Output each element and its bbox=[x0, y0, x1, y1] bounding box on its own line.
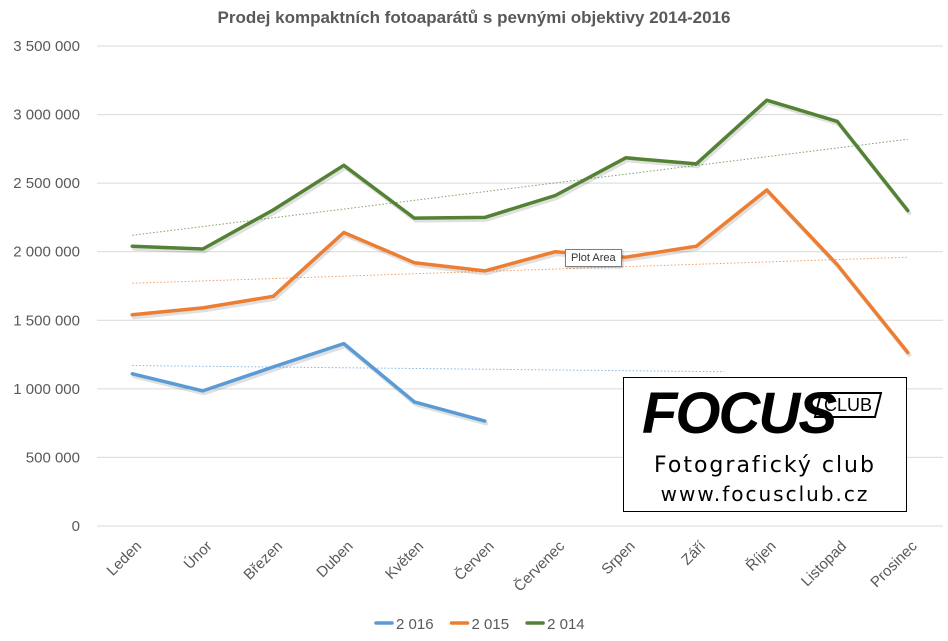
gridlines bbox=[97, 45, 943, 527]
series-group bbox=[130, 98, 912, 254]
trendline bbox=[132, 138, 908, 236]
series-group bbox=[130, 341, 489, 426]
legend-label: 2 014 bbox=[547, 616, 585, 633]
x-tick-label: Únor bbox=[181, 538, 216, 573]
x-tick-label: Březen bbox=[240, 538, 286, 584]
x-tick-label: Květen bbox=[382, 538, 427, 583]
x-tick-label: Červenec bbox=[511, 537, 569, 595]
y-tick-label: 3 500 000 bbox=[13, 38, 80, 55]
legend[interactable]: 2 016 2 015 2 014 bbox=[374, 616, 585, 633]
chart-title: Prodej kompaktních fotoaparátů s pevnými… bbox=[217, 8, 730, 27]
legend-item[interactable]: 2 015 bbox=[449, 616, 510, 633]
x-tick-label: Duben bbox=[313, 538, 356, 581]
focusclub-logo: FOCUS CLUB Fotografický club www.focuscl… bbox=[623, 377, 907, 512]
logo-brand: FOCUS bbox=[642, 381, 837, 446]
series-line-shadow bbox=[131, 344, 489, 426]
x-tick-label: Září bbox=[678, 537, 709, 568]
x-tick-label: Prosinec bbox=[867, 537, 921, 591]
y-tick-label: 0 bbox=[72, 518, 80, 535]
logo-url: www.focusclub.cz bbox=[660, 482, 870, 506]
x-tick-label: Leden bbox=[104, 538, 146, 580]
logo-tagline: Fotografický club bbox=[654, 453, 876, 478]
y-tick-label: 1 000 000 bbox=[13, 381, 80, 398]
x-tick-label: Srpen bbox=[598, 538, 638, 578]
series-group bbox=[130, 188, 912, 357]
plot-area-tooltip: Plot Area bbox=[565, 249, 622, 267]
legend-item[interactable]: 2 014 bbox=[525, 616, 585, 633]
legend-label: 2 016 bbox=[396, 616, 434, 633]
legend-item[interactable]: 2 016 bbox=[374, 616, 434, 633]
logo-badge-text: CLUB bbox=[823, 395, 872, 415]
y-tick-label: 3 000 000 bbox=[13, 107, 80, 124]
x-axis-ticks: Leden Únor Březen Duben Květen Červen Červenec… bbox=[104, 537, 921, 595]
logo-badge: CLUB bbox=[813, 392, 883, 418]
series-line bbox=[130, 188, 910, 355]
series-line-shadow bbox=[131, 100, 912, 254]
legend-label: 2 015 bbox=[472, 616, 510, 633]
series-line bbox=[130, 341, 487, 423]
series-line bbox=[130, 98, 910, 251]
trendlines bbox=[132, 138, 908, 373]
series-lines bbox=[130, 98, 912, 426]
x-tick-label: Červen bbox=[451, 538, 497, 584]
y-tick-label: 500 000 bbox=[26, 449, 80, 466]
trendline bbox=[132, 365, 725, 373]
y-tick-label: 1 500 000 bbox=[13, 312, 80, 329]
x-tick-label: Listopad bbox=[798, 538, 850, 590]
y-tick-label: 2 500 000 bbox=[13, 175, 80, 192]
x-tick-label: Říjen bbox=[743, 538, 780, 575]
y-tick-label: 2 000 000 bbox=[13, 244, 80, 261]
y-axis-ticks: 0 500 000 1 000 000 1 500 000 2 000 000 2 500… bbox=[13, 38, 80, 535]
